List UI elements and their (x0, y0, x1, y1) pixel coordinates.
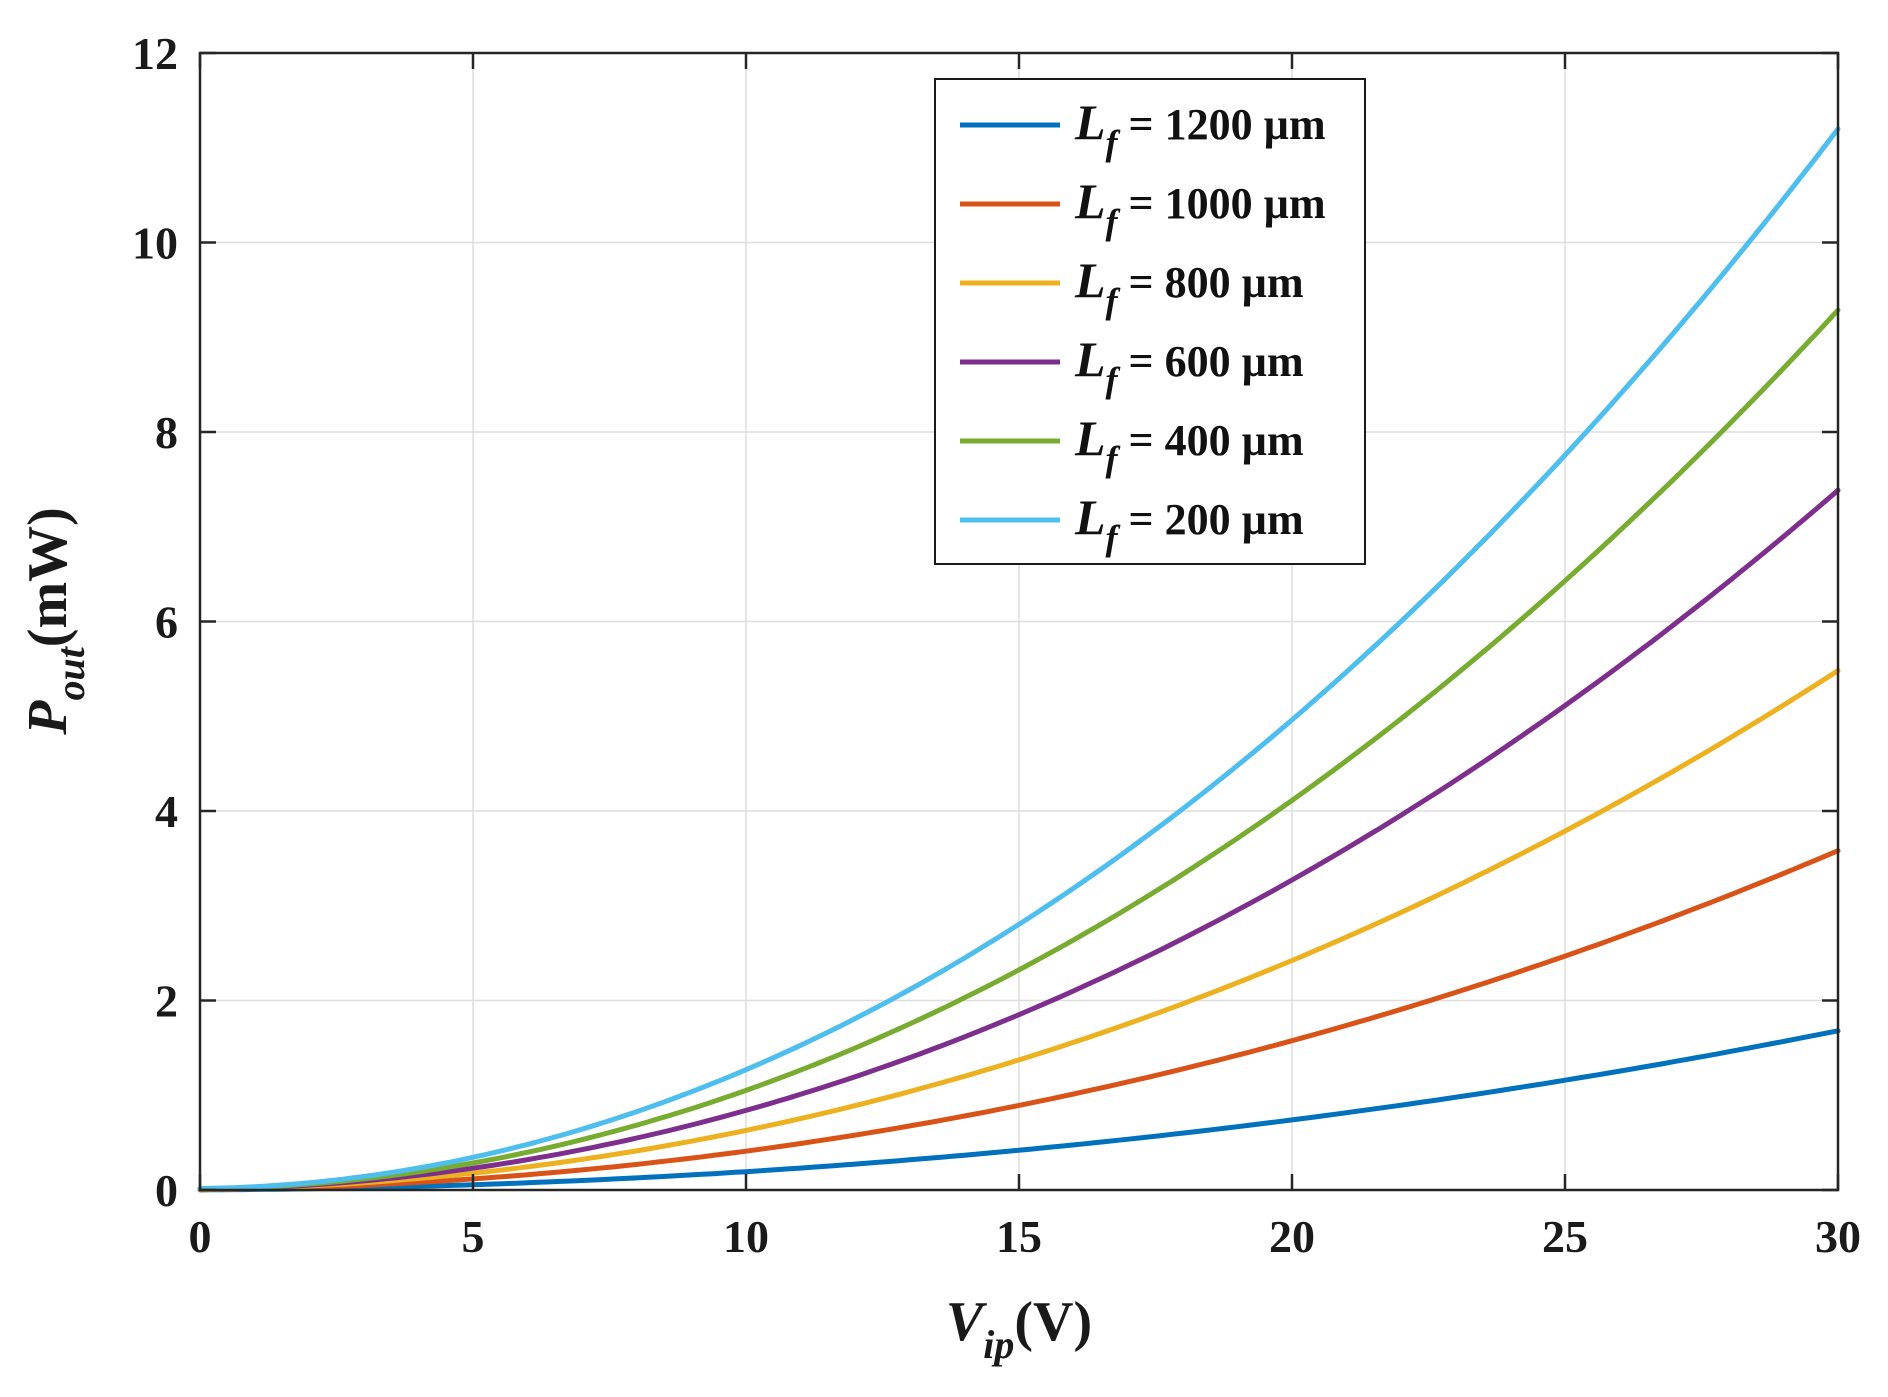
x-tick-label: 20 (1269, 1211, 1315, 1262)
legend-item-1200: Lf = 1200 µm (960, 94, 1326, 163)
legend-item-1000: Lf = 1000 µm (960, 173, 1326, 242)
legend-label: Lf = 1200 µm (1074, 94, 1326, 163)
y-tick-label: 8 (155, 407, 178, 458)
y-tick-label: 2 (155, 976, 178, 1027)
x-tick-label: 10 (723, 1211, 769, 1262)
legend-label: Lf = 1000 µm (1074, 173, 1326, 242)
x-tick-label: 25 (1542, 1211, 1588, 1262)
legend-item-200: Lf = 200 µm (960, 489, 1304, 558)
legend-label: Lf = 200 µm (1074, 489, 1304, 558)
series-line-400 (197, 307, 1841, 1192)
y-tick-label: 4 (155, 786, 178, 837)
legend-item-800: Lf = 800 µm (960, 252, 1304, 321)
legend-item-400: Lf = 400 µm (960, 410, 1304, 479)
series-line-600 (197, 487, 1841, 1192)
x-tick-label: 5 (462, 1211, 485, 1262)
series-line-800 (197, 668, 1841, 1192)
legend: Lf = 1200 µm Lf = 1000 µm Lf = 800 µm Lf = … (934, 78, 1366, 565)
y-tick-label: 0 (155, 1165, 178, 1216)
ticks (198, 51, 1840, 1192)
y-tick-label: 10 (132, 218, 178, 269)
x-tick-label: 0 (189, 1211, 212, 1262)
y-tick-label: 12 (132, 28, 178, 79)
y-tick-labels: 0 2 4 6 8 10 12 (132, 28, 178, 1216)
series-line-200 (197, 126, 1841, 1191)
legend-box (934, 78, 1366, 565)
x-tick-label: 15 (996, 1211, 1042, 1262)
y-tick-label: 6 (155, 597, 178, 648)
x-tick-label: 30 (1815, 1211, 1861, 1262)
y-axis-label: Pout(mW) (17, 507, 93, 736)
legend-item-600: Lf = 600 µm (960, 331, 1304, 400)
legend-label: Lf = 800 µm (1074, 252, 1304, 321)
x-axis-label: Vip(V) (946, 1291, 1092, 1367)
legend-label: Lf = 600 µm (1074, 331, 1304, 400)
legend-label: Lf = 400 µm (1074, 410, 1304, 479)
x-tick-labels: 0 5 10 15 20 25 30 (189, 1211, 1862, 1262)
